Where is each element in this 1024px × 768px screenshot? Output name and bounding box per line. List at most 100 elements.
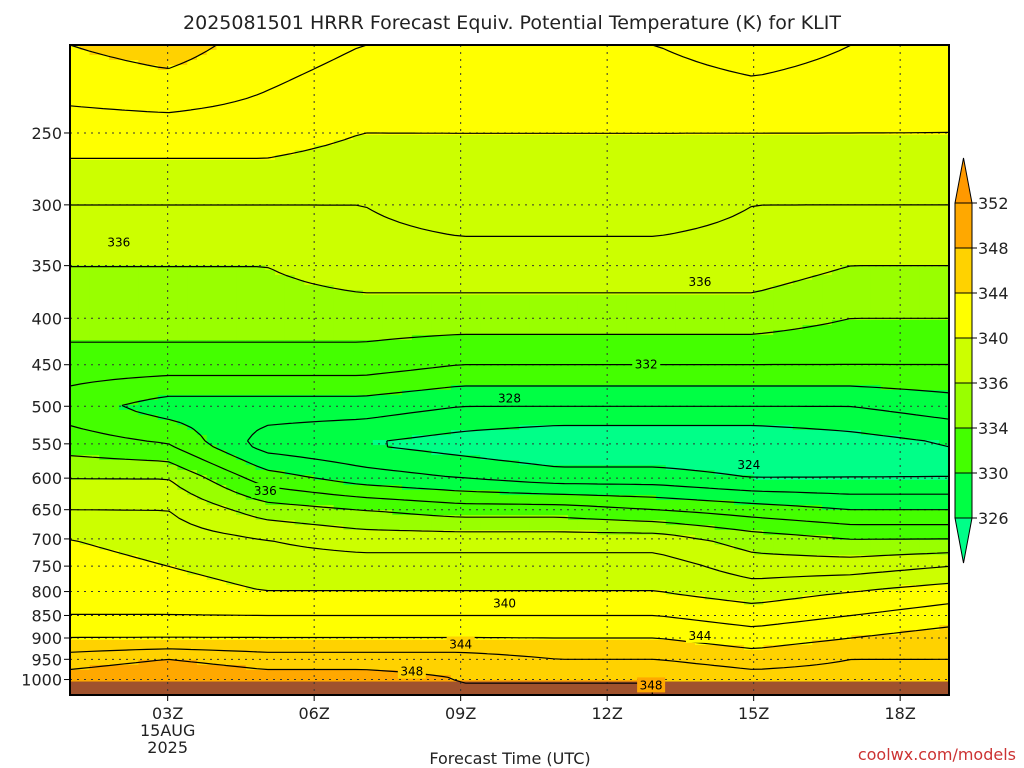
field-cell bbox=[245, 135, 257, 141]
field-cell bbox=[118, 105, 130, 111]
field-cell bbox=[284, 45, 296, 51]
field-cell bbox=[284, 250, 296, 256]
field-cell bbox=[392, 70, 403, 76]
field-cell bbox=[118, 650, 130, 656]
field-cell bbox=[236, 60, 247, 66]
field-cell bbox=[89, 615, 100, 621]
field-cell bbox=[89, 150, 100, 156]
field-cell bbox=[421, 360, 432, 366]
field-cell bbox=[118, 225, 130, 231]
field-cell bbox=[294, 260, 305, 266]
field-cell bbox=[226, 525, 237, 531]
field-cell bbox=[353, 135, 364, 141]
field-cell bbox=[196, 625, 208, 631]
field-cell bbox=[382, 320, 393, 326]
field-cell bbox=[70, 425, 81, 431]
field-cell bbox=[333, 575, 345, 581]
field-cell bbox=[372, 155, 384, 161]
field-cell bbox=[343, 655, 354, 661]
field-cell bbox=[343, 540, 354, 546]
field-cell bbox=[265, 240, 276, 246]
field-cell bbox=[372, 285, 384, 291]
field-cell bbox=[226, 645, 237, 651]
field-cell bbox=[89, 670, 100, 676]
field-cell bbox=[392, 225, 403, 231]
field-cell bbox=[372, 630, 384, 636]
field-cell bbox=[275, 455, 286, 461]
field-cell bbox=[431, 600, 442, 606]
field-cell bbox=[284, 205, 296, 211]
field-cell bbox=[128, 125, 139, 131]
field-cell bbox=[118, 495, 130, 501]
field-cell bbox=[441, 240, 452, 246]
field-cell bbox=[421, 225, 432, 231]
field-cell bbox=[382, 410, 393, 416]
field-cell bbox=[314, 550, 325, 556]
field-cell bbox=[187, 235, 198, 241]
field-cell bbox=[245, 455, 257, 461]
field-cell bbox=[382, 345, 393, 351]
field-cell bbox=[314, 360, 325, 366]
field-cell bbox=[236, 200, 247, 206]
field-cell bbox=[245, 355, 257, 361]
field-cell bbox=[343, 100, 354, 106]
field-cell bbox=[265, 615, 276, 621]
field-cell bbox=[216, 230, 227, 236]
field-cell bbox=[323, 395, 335, 401]
field-cell bbox=[167, 610, 179, 616]
field-cell bbox=[441, 265, 452, 271]
field-cell bbox=[314, 190, 325, 196]
field-cell bbox=[323, 180, 335, 186]
field-cell bbox=[411, 170, 423, 176]
field-cell bbox=[431, 570, 442, 576]
field-cell bbox=[294, 300, 305, 306]
field-cell bbox=[343, 400, 354, 406]
field-cell bbox=[363, 125, 374, 131]
field-cell bbox=[128, 465, 139, 471]
field-cell bbox=[79, 250, 91, 256]
field-cell bbox=[382, 315, 393, 321]
field-cell bbox=[421, 150, 432, 156]
field-cell bbox=[148, 140, 159, 146]
field-cell bbox=[275, 385, 286, 391]
field-cell bbox=[343, 260, 354, 266]
field-cell bbox=[99, 295, 110, 301]
field-cell bbox=[255, 580, 266, 586]
field-cell bbox=[177, 345, 188, 351]
field-cell bbox=[79, 440, 91, 446]
field-cell bbox=[177, 240, 188, 246]
field-cell bbox=[236, 620, 247, 626]
field-cell bbox=[343, 455, 354, 461]
field-cell bbox=[392, 335, 403, 341]
field-cell bbox=[372, 230, 384, 236]
field-cell bbox=[196, 555, 208, 561]
field-cell bbox=[402, 140, 413, 146]
field-cell bbox=[255, 655, 266, 661]
field-cell bbox=[167, 325, 179, 331]
field-cell bbox=[382, 395, 393, 401]
field-cell bbox=[187, 400, 198, 406]
field-cell bbox=[216, 395, 227, 401]
field-cell bbox=[304, 605, 315, 611]
field-cell bbox=[206, 625, 218, 631]
field-cell bbox=[353, 590, 364, 596]
field-cell bbox=[148, 570, 159, 576]
field-cell bbox=[304, 230, 315, 236]
field-cell bbox=[99, 490, 110, 496]
field-cell bbox=[421, 490, 432, 496]
field-cell bbox=[70, 610, 81, 616]
field-cell bbox=[431, 295, 442, 301]
field-cell bbox=[314, 570, 325, 576]
field-cell bbox=[216, 645, 227, 651]
field-cell bbox=[363, 320, 374, 326]
field-cell bbox=[323, 460, 335, 466]
field-cell bbox=[284, 415, 296, 421]
field-cell bbox=[421, 210, 432, 216]
field-cell bbox=[265, 620, 276, 626]
field-cell bbox=[411, 460, 423, 466]
field-cell bbox=[431, 355, 442, 361]
field-cell bbox=[343, 630, 354, 636]
field-cell bbox=[157, 560, 169, 566]
field-cell bbox=[148, 595, 159, 601]
field-cell bbox=[363, 190, 374, 196]
